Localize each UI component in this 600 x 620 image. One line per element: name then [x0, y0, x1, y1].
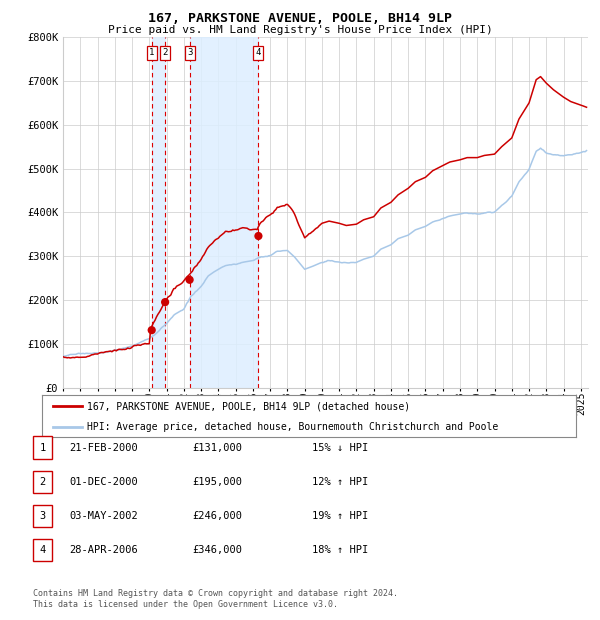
Text: Price paid vs. HM Land Registry's House Price Index (HPI): Price paid vs. HM Land Registry's House … — [107, 25, 493, 35]
Point — [254, 231, 263, 241]
Text: 4: 4 — [40, 545, 46, 555]
Text: 1: 1 — [40, 443, 46, 453]
Text: 2: 2 — [163, 48, 168, 58]
Bar — [152, 37, 165, 387]
Text: 1: 1 — [149, 48, 154, 58]
Bar — [190, 37, 259, 387]
Text: 2: 2 — [40, 477, 46, 487]
Text: £246,000: £246,000 — [192, 511, 242, 521]
Text: 12% ↑ HPI: 12% ↑ HPI — [312, 477, 368, 487]
Text: 18% ↑ HPI: 18% ↑ HPI — [312, 545, 368, 555]
Text: £131,000: £131,000 — [192, 443, 242, 453]
Point — [160, 297, 170, 307]
Text: 167, PARKSTONE AVENUE, POOLE, BH14 9LP: 167, PARKSTONE AVENUE, POOLE, BH14 9LP — [148, 12, 452, 25]
Text: 19% ↑ HPI: 19% ↑ HPI — [312, 511, 368, 521]
Text: 3: 3 — [40, 511, 46, 521]
Text: Contains HM Land Registry data © Crown copyright and database right 2024.: Contains HM Land Registry data © Crown c… — [33, 588, 398, 598]
Text: 4: 4 — [256, 48, 261, 58]
Text: This data is licensed under the Open Government Licence v3.0.: This data is licensed under the Open Gov… — [33, 600, 338, 609]
Text: 3: 3 — [187, 48, 192, 58]
Text: HPI: Average price, detached house, Bournemouth Christchurch and Poole: HPI: Average price, detached house, Bour… — [88, 422, 499, 432]
Point — [147, 325, 157, 335]
Text: 21-FEB-2000: 21-FEB-2000 — [69, 443, 138, 453]
Text: 28-APR-2006: 28-APR-2006 — [69, 545, 138, 555]
Text: 15% ↓ HPI: 15% ↓ HPI — [312, 443, 368, 453]
Point — [185, 275, 194, 285]
Text: 03-MAY-2002: 03-MAY-2002 — [69, 511, 138, 521]
Text: £195,000: £195,000 — [192, 477, 242, 487]
Text: £346,000: £346,000 — [192, 545, 242, 555]
Text: 167, PARKSTONE AVENUE, POOLE, BH14 9LP (detached house): 167, PARKSTONE AVENUE, POOLE, BH14 9LP (… — [88, 401, 410, 411]
Text: 01-DEC-2000: 01-DEC-2000 — [69, 477, 138, 487]
